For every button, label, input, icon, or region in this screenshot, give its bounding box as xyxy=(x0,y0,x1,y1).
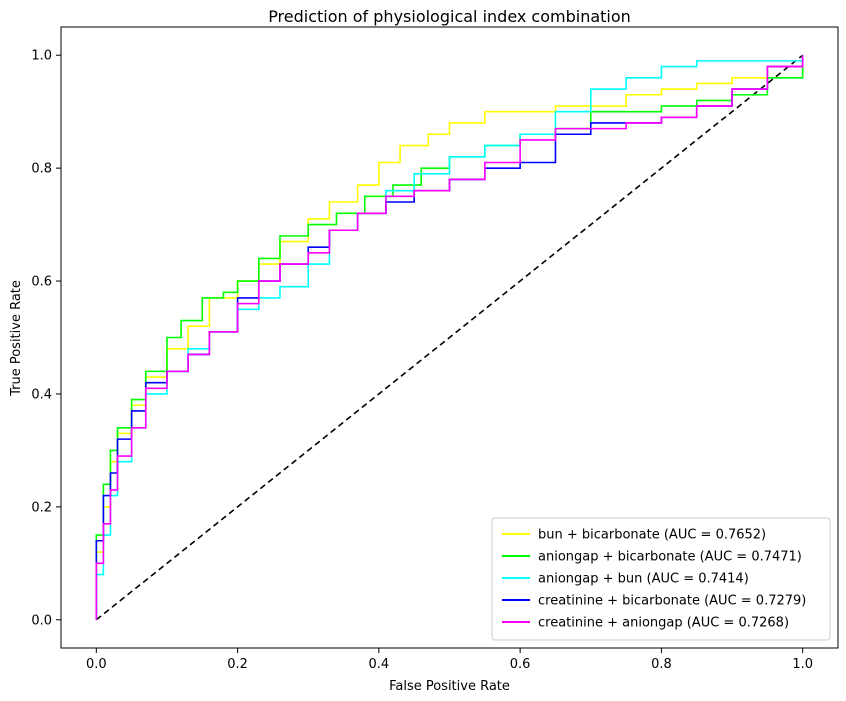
legend-box xyxy=(491,517,831,641)
roc-curve-2 xyxy=(95,55,804,620)
legend-entry-label: aniongap + bun (AUC = 0.7414) xyxy=(538,572,749,587)
x-tick-label: 0.6 xyxy=(510,657,531,672)
legend-entry-label: bun + bicarbonate (AUC = 0.7652) xyxy=(538,528,766,543)
reference-layer xyxy=(95,54,804,621)
x-tick-label: 0.0 xyxy=(86,657,107,672)
x-ticks: 0.0 0.2 0.4 0.6 0.8 1.0 xyxy=(86,648,813,672)
x-tick-label: 0.8 xyxy=(651,657,672,672)
legend-entry-label: creatinine + bicarbonate (AUC = 0.7279) xyxy=(538,594,806,609)
series-layer xyxy=(95,55,804,620)
y-tick-label: 0.0 xyxy=(31,613,52,628)
legend-entry-label: aniongap + bicarbonate (AUC = 0.7471) xyxy=(538,550,802,565)
y-tick-label: 0.2 xyxy=(31,500,52,515)
x-tick-label: 1.0 xyxy=(792,657,813,672)
plot-frame xyxy=(60,26,839,649)
y-tick-label: 0.8 xyxy=(31,162,52,177)
y-ticks: 0.0 0.2 0.4 0.6 0.8 1.0 xyxy=(31,49,61,628)
legend: bun + bicarbonate (AUC = 0.7652) aniongap… xyxy=(491,517,831,641)
roc-curve-1 xyxy=(95,55,804,620)
x-tick-label: 0.2 xyxy=(227,657,248,672)
chance-diagonal-line xyxy=(95,54,804,621)
x-tick-label: 0.4 xyxy=(369,657,390,672)
roc-curve-5 xyxy=(95,55,804,620)
legend-entry-label: creatinine + aniongap (AUC = 0.7268) xyxy=(538,616,789,631)
y-tick-label: 0.6 xyxy=(31,275,52,290)
chart-title: Prediction of physiological index combin… xyxy=(268,7,631,26)
y-axis-label: True Positive Rate xyxy=(9,280,24,397)
x-axis-label: False Positive Rate xyxy=(389,679,510,694)
y-tick-label: 1.0 xyxy=(31,49,52,64)
y-tick-label: 0.4 xyxy=(31,387,52,402)
